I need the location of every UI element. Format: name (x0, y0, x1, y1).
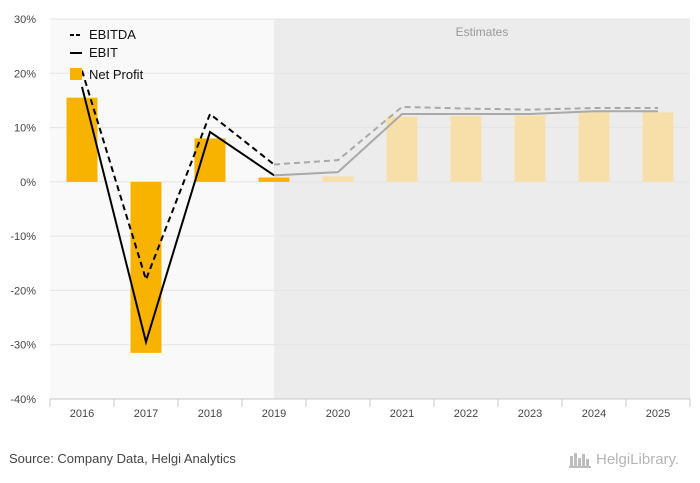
series-lines (81, 70, 658, 346)
y-tick-label: -30% (10, 340, 36, 352)
bar-net-profit-2025 (642, 112, 674, 182)
legend-swatch-net-profit (70, 68, 82, 80)
bar-net-profit-2021 (386, 116, 418, 182)
estimates-background (274, 19, 690, 399)
x-tick-label: 2022 (454, 408, 478, 420)
bar-net-profit-2016 (66, 97, 98, 182)
legend-label-ebit: EBIT (89, 45, 118, 60)
y-tick-label: -10% (10, 231, 36, 243)
line-ebitda-estimate (273, 105, 658, 166)
logo-text: HelgiLibrary. (596, 450, 680, 468)
x-tick-label: 2021 (390, 408, 414, 420)
bar-net-profit-2020 (322, 176, 354, 182)
helgi-library-logo: HelgiLibrary. (569, 448, 693, 470)
legend: EBITDA EBIT Net Profit (70, 27, 144, 82)
bar-net-profit-2018 (194, 138, 226, 182)
x-tick-label: 2018 (198, 408, 222, 420)
bar-net-profit-2023 (514, 115, 546, 182)
y-tick-label: 0% (20, 177, 36, 189)
legend-label-ebitda: EBITDA (89, 27, 136, 42)
x-tick-label: 2020 (326, 408, 350, 420)
line-ebit-actual (81, 86, 275, 346)
estimates-label: Estimates (456, 25, 509, 39)
y-tick-label: -40% (10, 394, 36, 406)
x-tick-label: 2024 (582, 408, 606, 420)
y-tick-label: 30% (14, 14, 36, 26)
x-tick-label: 2016 (70, 408, 94, 420)
bar-net-profit-2024 (578, 112, 610, 182)
library-logo-icon (569, 453, 591, 468)
x-tick-label: 2025 (646, 408, 670, 420)
x-tick-label: 2019 (262, 408, 286, 420)
x-tick-label: 2023 (518, 408, 542, 420)
legend-label-net-profit: Net Profit (89, 67, 144, 82)
axes: 30% 20% 10% 0% -10% -20% -30% -40% 2016 2017 2018 2… (10, 14, 691, 420)
x-tick-label: 2017 (134, 408, 158, 420)
y-tick-label: -20% (10, 285, 36, 297)
y-tick-label: 10% (14, 123, 36, 135)
bar-net-profit-2019 (258, 177, 290, 182)
bar-net-profit-2022 (450, 116, 482, 182)
y-tick-label: 20% (14, 68, 36, 80)
net-profit-bars (66, 97, 674, 353)
line-ebit-estimate (273, 110, 658, 177)
source-note: Source: Company Data, Helgi Analytics (9, 451, 236, 466)
bar-net-profit-2017 (130, 181, 162, 353)
